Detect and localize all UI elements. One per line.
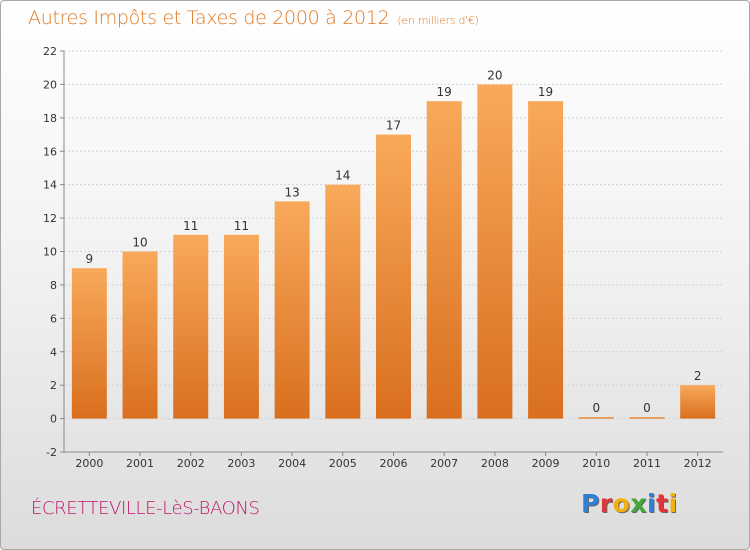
y-tick-label: -2 [46, 446, 57, 459]
y-tick-label: 4 [50, 346, 57, 359]
bar [528, 101, 564, 419]
brand-letter: t [656, 489, 669, 518]
y-tick-label: 0 [50, 413, 57, 426]
bar [680, 385, 716, 419]
proxiti-logo[interactable]: Proxiti [581, 489, 678, 518]
chart-title-text: Autres Impôts et Taxes de 2000 à 2012 [28, 7, 390, 29]
bar [223, 234, 259, 419]
x-tick-label: 2004 [278, 457, 306, 470]
data-label: 9 [86, 252, 94, 266]
bar [477, 84, 513, 419]
y-tick-label: 14 [43, 179, 57, 192]
y-tick-label: 16 [43, 145, 57, 158]
x-axis-ticks: 2000 2001 2002 2003 2004 2005 2006 2007 2008 2009… [75, 452, 712, 470]
bar [173, 234, 209, 419]
data-label: 19 [437, 85, 452, 99]
chart-unit: (en milliers d'€) [397, 14, 479, 27]
bar [325, 184, 361, 419]
y-tick-label: 22 [43, 45, 57, 58]
data-label: 11 [234, 219, 249, 233]
x-tick-label: 2012 [684, 457, 712, 470]
data-label: 20 [487, 68, 502, 82]
data-label: 0 [592, 401, 600, 415]
bar [578, 417, 614, 419]
commune-name: ÉCRETTEVILLE-LèS-BAONS [31, 498, 260, 519]
y-tick-label: 2 [50, 379, 57, 392]
brand-letter: i [668, 489, 678, 518]
bar [376, 134, 411, 419]
x-tick-label: 2007 [430, 457, 458, 470]
brand-letter: o [612, 489, 631, 518]
y-tick-label: 20 [43, 78, 57, 91]
brand-letter: x [630, 489, 647, 518]
x-tick-label: 2000 [75, 457, 103, 470]
bar [71, 268, 107, 419]
x-tick-label: 2010 [582, 457, 610, 470]
x-tick-label: 2003 [227, 457, 255, 470]
y-tick-label: 10 [43, 246, 57, 259]
x-tick-label: 2005 [329, 457, 357, 470]
bar [426, 101, 462, 419]
brand-letter: r [599, 489, 613, 518]
y-axis-ticks: -2 0 2 4 6 8 10 12 14 16 18 20 22 [43, 45, 64, 459]
bar [122, 251, 158, 419]
x-tick-label: 2008 [481, 457, 509, 470]
y-tick-label: 18 [43, 112, 57, 125]
data-label: 11 [183, 219, 198, 233]
data-label: 14 [335, 169, 350, 183]
data-label: 10 [132, 236, 147, 250]
x-tick-label: 2011 [633, 457, 661, 470]
data-label: 19 [538, 85, 553, 99]
data-label: 2 [694, 369, 702, 383]
brand-letter: i [647, 489, 657, 518]
x-tick-label: 2009 [532, 457, 560, 470]
x-tick-label: 2001 [126, 457, 154, 470]
x-tick-label: 2006 [380, 457, 408, 470]
bar [274, 201, 310, 419]
y-tick-label: 6 [50, 312, 57, 325]
bars: 9 10 11 11 13 14 17 19 20 19 0 0 2 [71, 68, 716, 419]
chart-title: Autres Impôts et Taxes de 2000 à 2012 (en… [28, 7, 479, 29]
data-label: 0 [643, 401, 651, 415]
y-tick-label: 12 [43, 212, 57, 225]
data-label: 17 [386, 119, 401, 133]
bar [629, 417, 665, 419]
brand-letter: P [581, 489, 600, 518]
x-tick-label: 2002 [177, 457, 205, 470]
y-tick-label: 8 [50, 279, 57, 292]
data-label: 13 [284, 185, 299, 199]
